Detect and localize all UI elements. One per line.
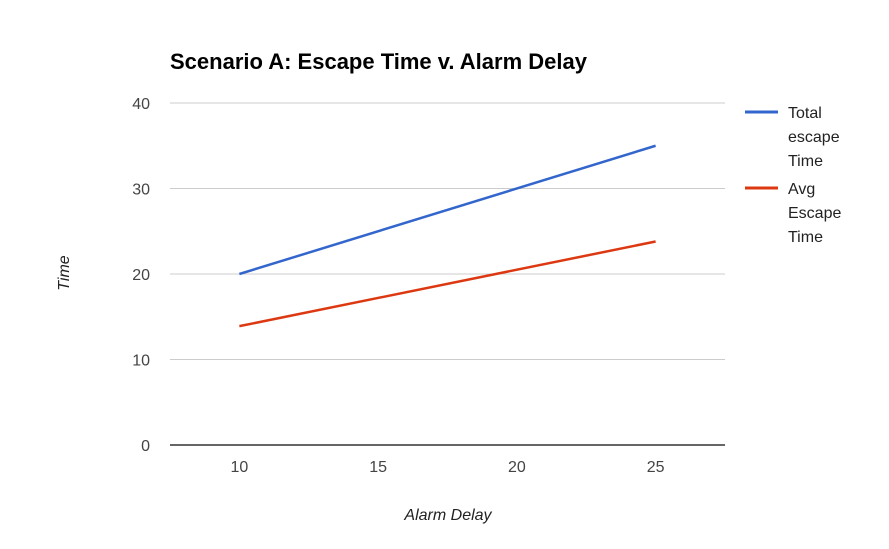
y-tick-label: 30 <box>132 182 150 199</box>
x-axis-title: Alarm Delay <box>403 507 492 524</box>
x-tick-label: 25 <box>647 459 665 476</box>
legend: Total escape Time Avg Escape Time <box>745 105 841 246</box>
x-tick-label: 10 <box>230 459 248 476</box>
x-tick-label: 20 <box>508 459 526 476</box>
gridlines <box>170 102 725 360</box>
legend-item: Avg Escape Time <box>745 181 841 246</box>
legend-label: Avg <box>788 181 815 198</box>
series-lines <box>239 144 656 328</box>
series-line-avg-escape-time <box>239 240 656 328</box>
legend-label: Total <box>788 105 822 122</box>
chart-title: Scenario A: Escape Time v. Alarm Delay <box>170 49 588 74</box>
y-axis-title: Time <box>56 255 73 291</box>
legend-label: escape <box>788 129 840 146</box>
series-line-total-escape-time <box>239 144 656 276</box>
y-tick-label: 20 <box>132 267 150 284</box>
y-tick-label: 40 <box>132 96 150 113</box>
legend-label: Escape <box>788 205 841 222</box>
x-tick-label: 15 <box>369 459 387 476</box>
legend-label: Time <box>788 229 823 246</box>
y-tick-label: 0 <box>141 438 150 455</box>
legend-label: Time <box>788 153 823 170</box>
axes: 0 10 20 30 40 10 15 20 25 <box>132 96 725 476</box>
legend-item: Total escape Time <box>745 105 840 170</box>
y-tick-label: 10 <box>132 353 150 370</box>
